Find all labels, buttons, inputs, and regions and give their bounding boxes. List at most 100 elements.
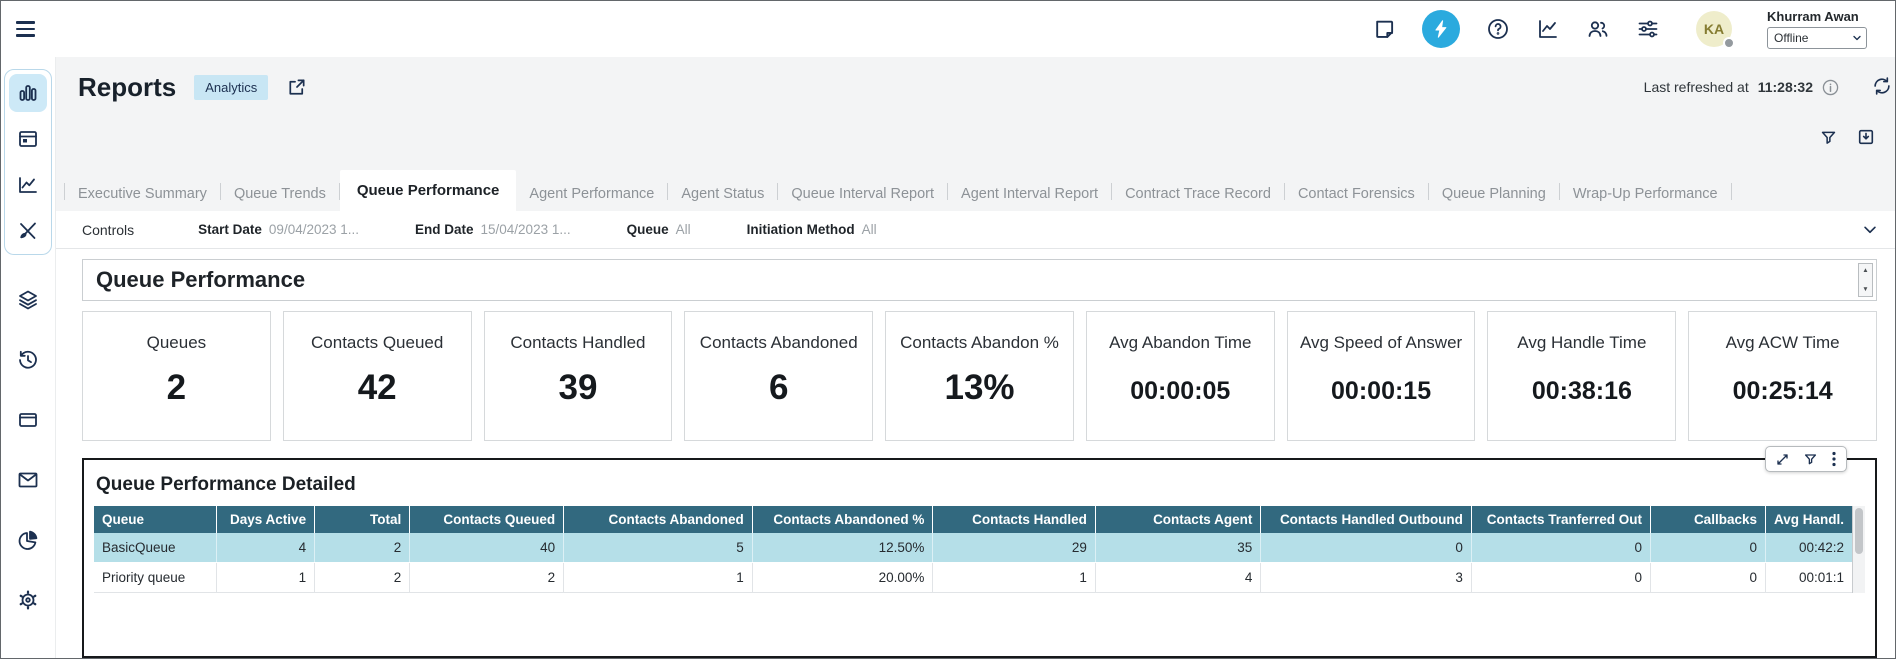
sidebar-group-analytics <box>4 69 52 255</box>
controls-bar: Controls Start Date 09/04/2023 1... End … <box>56 211 1895 249</box>
report-toolbar <box>56 117 1895 157</box>
detail-table-panel: Queue Performance Detailed Q <box>82 458 1877 658</box>
gear-icon <box>16 588 40 612</box>
col-total[interactable]: Total <box>315 506 410 533</box>
envelope-icon <box>16 468 40 492</box>
filter-queue[interactable]: Queue All <box>627 222 691 237</box>
kpi-avg-acw-time: Avg ACW Time 00:25:14 <box>1688 311 1877 441</box>
kpi-cards: Queues 2 Contacts Queued 42 Contacts Han… <box>82 311 1877 441</box>
top-bar: KA Khurram Awan Offline <box>1 1 1895 57</box>
col-contacts-handled-outbound[interactable]: Contacts Handled Outbound <box>1261 506 1472 533</box>
topbar-actions: KA Khurram Awan Offline <box>1372 9 1885 49</box>
sidebar-item-metrics[interactable] <box>9 166 47 204</box>
table-header-row: Queue Days Active Total Contacts Queued … <box>94 506 1852 533</box>
col-queue[interactable]: Queue <box>94 506 216 533</box>
sidebar-item-layers[interactable] <box>9 281 47 319</box>
tab-queue-trends[interactable]: Queue Trends <box>221 177 339 211</box>
pie-chart-icon <box>16 528 40 552</box>
kpi-avg-speed-of-answer: Avg Speed of Answer 00:00:15 <box>1287 311 1476 441</box>
sidebar-item-history[interactable] <box>9 341 47 379</box>
kpi-avg-abandon-time: Avg Abandon Time 00:00:05 <box>1086 311 1275 441</box>
tab-contract-trace-record[interactable]: Contract Trace Record <box>1112 177 1284 211</box>
last-refreshed: Last refreshed at 11:28:32 <box>1644 79 1881 96</box>
tab-agent-performance[interactable]: Agent Performance <box>516 177 667 211</box>
download-icon[interactable] <box>1857 128 1875 146</box>
col-callbacks[interactable]: Callbacks <box>1651 506 1766 533</box>
section-header: Queue Performance ▲▼ <box>82 259 1877 301</box>
col-days-active[interactable]: Days Active <box>216 506 314 533</box>
controls-collapse-chevron-icon[interactable] <box>1861 221 1879 239</box>
last-refreshed-time: 11:28:32 <box>1758 79 1813 95</box>
tab-wrap-up-performance[interactable]: Wrap-Up Performance <box>1560 177 1731 211</box>
filter-end-date[interactable]: End Date 15/04/2023 1... <box>415 222 571 237</box>
tab-agent-status[interactable]: Agent Status <box>668 177 777 211</box>
kpi-contacts-handled: Contacts Handled 39 <box>484 311 673 441</box>
tab-contact-forensics[interactable]: Contact Forensics <box>1285 177 1428 211</box>
table-title: Queue Performance Detailed <box>96 474 1875 496</box>
col-contacts-transferred-out[interactable]: Contacts Tranferred Out <box>1471 506 1650 533</box>
brush-icon <box>16 219 40 243</box>
note-icon[interactable] <box>1372 17 1396 41</box>
user-name: Khurram Awan <box>1767 9 1885 24</box>
sliders-icon[interactable] <box>1636 17 1660 41</box>
sidebar-item-calendar[interactable] <box>9 120 47 158</box>
kebab-icon[interactable] <box>1831 451 1837 467</box>
sidebar-item-dashboards[interactable] <box>9 521 47 559</box>
col-contacts-agent[interactable]: Contacts Agent <box>1095 506 1260 533</box>
page-header: Reports Analytics Last refreshed at 11:2… <box>56 57 1895 117</box>
sidebar-item-email[interactable] <box>9 461 47 499</box>
col-contacts-handled[interactable]: Contacts Handled <box>933 506 1095 533</box>
avatar[interactable]: KA <box>1696 11 1732 47</box>
line-chart-icon[interactable] <box>1536 17 1560 41</box>
table-row[interactable]: BasicQueue 4 2 40 5 12.50% 29 35 0 0 <box>94 533 1852 563</box>
filter-icon[interactable] <box>1820 129 1837 146</box>
status-select[interactable]: Offline <box>1767 27 1867 49</box>
filter-start-date[interactable]: Start Date 09/04/2023 1... <box>198 222 359 237</box>
col-contacts-abandoned-pct[interactable]: Contacts Abandoned % <box>752 506 933 533</box>
kpi-contacts-queued: Contacts Queued 42 <box>283 311 472 441</box>
expand-icon[interactable] <box>1775 452 1790 467</box>
external-link-icon[interactable] <box>286 77 307 98</box>
tab-agent-interval-report[interactable]: Agent Interval Report <box>948 177 1111 211</box>
help-icon[interactable] <box>1486 17 1510 41</box>
kpi-queues: Queues 2 <box>82 311 271 441</box>
app-window: KA Khurram Awan Offline <box>0 0 1896 659</box>
hamburger-menu-icon[interactable] <box>16 16 42 42</box>
users-icon[interactable] <box>1586 17 1610 41</box>
sidebar-rest <box>9 281 47 619</box>
tab-queue-performance[interactable]: Queue Performance <box>340 170 517 211</box>
bar-chart-icon <box>16 81 40 105</box>
last-refreshed-label: Last refreshed at <box>1644 79 1749 95</box>
col-avg-handle[interactable]: Avg Handl. <box>1765 506 1852 533</box>
section-title: Queue Performance <box>96 267 305 293</box>
sidebar-item-design[interactable] <box>9 212 47 250</box>
kpi-avg-handle-time: Avg Handle Time 00:38:16 <box>1487 311 1676 441</box>
sidebar-item-settings[interactable] <box>9 581 47 619</box>
layers-icon <box>16 288 40 312</box>
table-row[interactable]: Priority queue 1 2 2 1 20.00% 1 4 3 0 <box>94 563 1852 593</box>
kpi-contacts-abandon-pct: Contacts Abandon % 13% <box>885 311 1074 441</box>
tab-executive-summary[interactable]: Executive Summary <box>65 177 220 211</box>
history-icon <box>16 348 40 372</box>
info-icon[interactable] <box>1822 79 1839 96</box>
window-icon <box>16 408 40 432</box>
section-stepper[interactable]: ▲▼ <box>1858 263 1873 297</box>
scrollbar-thumb[interactable] <box>1855 508 1863 554</box>
user-block: Khurram Awan Offline <box>1767 9 1885 49</box>
sidebar-item-window[interactable] <box>9 401 47 439</box>
refresh-icon[interactable] <box>1871 75 1893 102</box>
col-contacts-queued[interactable]: Contacts Queued <box>410 506 564 533</box>
report-tabs: Executive Summary Queue Trends Queue Per… <box>56 157 1895 211</box>
avatar-initials: KA <box>1704 21 1724 37</box>
col-contacts-abandoned[interactable]: Contacts Abandoned <box>564 506 753 533</box>
filter-icon[interactable] <box>1803 452 1818 467</box>
lightning-icon[interactable] <box>1422 10 1460 48</box>
line-chart-icon <box>16 173 40 197</box>
tab-queue-interval-report[interactable]: Queue Interval Report <box>778 177 947 211</box>
sidebar-item-reports[interactable] <box>9 74 47 112</box>
page-title: Reports <box>78 72 176 103</box>
filter-initiation-method[interactable]: Initiation Method All <box>747 222 877 237</box>
tab-queue-planning[interactable]: Queue Planning <box>1429 177 1559 211</box>
table-scrollbar[interactable] <box>1852 506 1865 593</box>
status-dot <box>1723 37 1735 49</box>
